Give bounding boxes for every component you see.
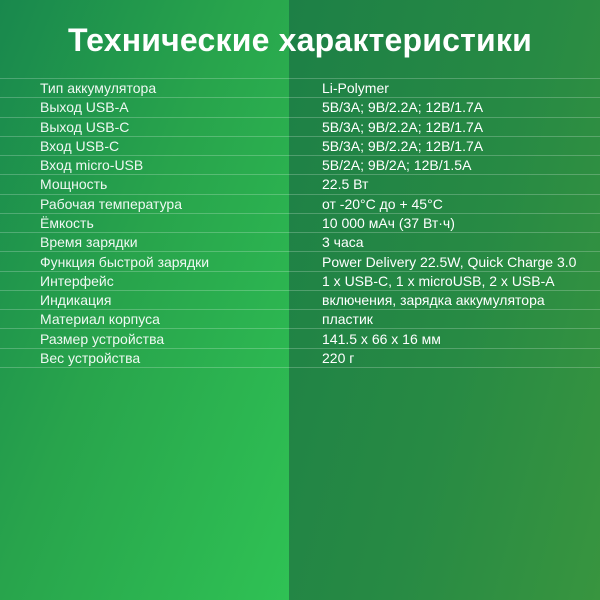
spec-row: Выход USB-C 5В/3А; 9В/2.2А; 12В/1.7А [0, 116, 600, 136]
spec-label: Материал корпуса [40, 311, 160, 328]
background-right-half [289, 0, 600, 600]
spec-label: Индикация [40, 292, 112, 309]
spec-row: Выход USB-A 5В/3А; 9В/2.2А; 12В/1.7А [0, 97, 600, 116]
page-title: Технические характеристики [68, 22, 532, 58]
spec-label: Размер устройства [40, 330, 165, 347]
spec-row: Функция быстрой зарядки Power Delivery 2… [0, 251, 600, 270]
spec-row: Ёмкость 10 000 мАч (37 Вт·ч) [0, 212, 600, 232]
spec-value: 5В/3А; 9В/2.2А; 12В/1.7А [322, 137, 484, 154]
spec-value: 1 x USB-C, 1 x microUSB, 2 x USB-A [322, 272, 555, 289]
background-left-half [0, 0, 289, 600]
spec-value: 141.5 x 66 x 16 мм [322, 330, 441, 347]
spec-value: от -20°С до + 45°С [322, 195, 443, 212]
spec-label: Вес устройства [40, 349, 141, 366]
spec-value: включения, зарядка аккумулятора [322, 292, 545, 309]
spec-label: Ёмкость [40, 214, 94, 231]
spec-value: 22.5 Вт [322, 176, 369, 193]
spec-label: Рабочая температура [40, 195, 182, 212]
specs-table: Тип аккумулятора Li-Polymer Выход USB-A … [0, 78, 600, 368]
spec-label: Тип аккумулятора [40, 80, 157, 97]
spec-row: Интерфейс 1 x USB-C, 1 x microUSB, 2 x U… [0, 270, 600, 290]
spec-value: 5В/2А; 9В/2А; 12В/1.5А [322, 157, 472, 174]
spec-label: Мощность [40, 176, 108, 193]
spec-label: Выход USB-A [40, 99, 129, 116]
spec-label: Вход micro-USB [40, 157, 144, 174]
spec-value: 10 000 мАч (37 Вт·ч) [322, 214, 455, 231]
spec-row: Размер устройства 141.5 x 66 x 16 мм [0, 328, 600, 347]
spec-value: 3 часа [322, 234, 364, 251]
spec-value: 5В/3А; 9В/2.2А; 12В/1.7А [322, 118, 484, 135]
spec-value: 5В/3А; 9В/2.2А; 12В/1.7А [322, 99, 484, 116]
spec-value: 220 г [322, 349, 355, 366]
spec-row: Мощность 22.5 Вт [0, 174, 600, 193]
spec-label: Вход USB-C [40, 137, 120, 154]
spec-row: Тип аккумулятора Li-Polymer [0, 78, 600, 97]
spec-value: Power Delivery 22.5W, Quick Charge 3.0 [322, 253, 577, 270]
spec-label: Время зарядки [40, 234, 138, 251]
spec-row: Время зарядки 3 часа [0, 232, 600, 251]
spec-row: Индикация включения, зарядка аккумулятор… [0, 289, 600, 309]
spec-label: Выход USB-C [40, 118, 130, 135]
spec-value: Li-Polymer [322, 80, 389, 97]
spec-value: пластик [322, 311, 373, 328]
spec-row: Вход micro-USB 5В/2А; 9В/2А; 12В/1.5А [0, 155, 600, 174]
spec-row: Рабочая температура от -20°С до + 45°С [0, 193, 600, 213]
spec-row: Вес устройства 220 г [0, 347, 600, 367]
spec-label: Интерфейс [40, 272, 114, 289]
spec-label: Функция быстрой зарядки [40, 253, 210, 270]
spec-row: Материал корпуса пластик [0, 309, 600, 328]
spec-row: Вход USB-C 5В/3А; 9В/2.2А; 12В/1.7А [0, 135, 600, 155]
